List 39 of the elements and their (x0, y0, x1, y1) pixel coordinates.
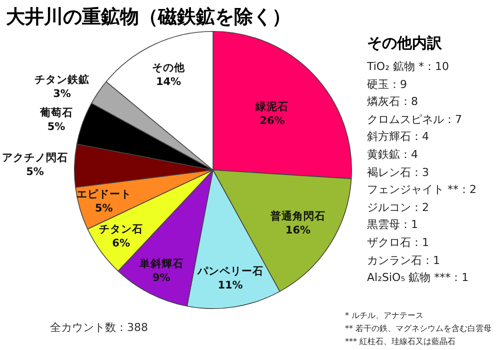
data-label: 11% (218, 280, 244, 292)
slice-label: 葡萄石 (38, 106, 73, 119)
text: 硬玉：9 (367, 76, 408, 93)
text: * ルチル、アナテース (345, 310, 425, 322)
slice-label: 単斜輝石 (138, 257, 184, 270)
text: クロムスピネル：7 (367, 112, 463, 128)
text: カンラン石：1 (367, 252, 441, 269)
slice-label: チタン鉄鉱 (34, 73, 90, 86)
slice-label: アクチノ閃石 (2, 152, 68, 164)
data-label: 26% (260, 115, 286, 128)
slice-label: パンペリー石 (196, 266, 264, 278)
text: *** 紅柱石、珪線石又は藍晶石 (345, 336, 457, 348)
text: ** 若干の鉄、マグネシウムを含む白雲母 (345, 323, 492, 335)
text: 燐灰石：8 (367, 94, 419, 110)
data-label: 3% (53, 88, 72, 100)
slice-label: その他 (152, 61, 186, 74)
chart-title: 大井川の重鉱物（磁鉄鉱を除く） (6, 5, 291, 30)
text: ザクロ石：1 (367, 234, 430, 251)
text: 黄鉄鉱：4 (367, 146, 419, 163)
text: その他内訳 (367, 34, 443, 53)
slice-label: 普通角閃石 (269, 210, 326, 223)
data-label: 9% (152, 272, 171, 284)
slice-label: エピドート (76, 188, 132, 200)
text: 全カウント数：388 (50, 320, 148, 335)
slice-label: チタン石 (99, 224, 144, 236)
data-label: 6% (112, 238, 130, 250)
text: 褐レン石：3 (367, 164, 430, 181)
data-label: 5% (26, 166, 44, 178)
text: 斜方輝石：4 (367, 129, 430, 146)
data-label: 14% (156, 76, 182, 88)
text: ジルコン：2 (367, 200, 430, 216)
text: Al₂SiO₅ 鉱物 ***：1 (367, 270, 470, 286)
text: フェンジャイト **：2 (367, 182, 476, 198)
text: TiO₂ 鉱物 *：10 (367, 59, 450, 75)
data-label: 5% (94, 202, 114, 214)
data-label: 16% (285, 224, 311, 237)
data-label: 5% (47, 120, 66, 133)
text: 黒雲母：1 (367, 217, 419, 234)
slice-label: 緑泥石 (254, 100, 289, 114)
